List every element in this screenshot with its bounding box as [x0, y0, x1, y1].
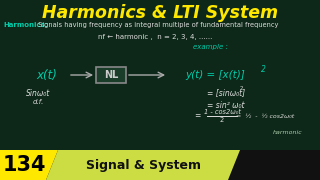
Text: 2: 2 [239, 86, 243, 91]
Text: Signals having frequency as integral multiple of fundamental frequency: Signals having frequency as integral mul… [36, 22, 278, 28]
Text: 134: 134 [2, 155, 46, 175]
Text: NL: NL [104, 70, 118, 80]
Text: x(t): x(t) [36, 69, 57, 82]
Text: nf ← harmonic ,  n = 2, 3, 4, ......: nf ← harmonic , n = 2, 3, 4, ...... [98, 34, 212, 40]
Text: d.f.: d.f. [32, 99, 44, 105]
Text: 2: 2 [260, 64, 265, 73]
Polygon shape [0, 150, 58, 180]
Text: y(t) = [x(t)]: y(t) = [x(t)] [185, 70, 245, 80]
Text: example :: example : [193, 44, 228, 50]
Text: = [sinω₀t]: = [sinω₀t] [207, 89, 245, 98]
Text: = sin² ω₀t: = sin² ω₀t [207, 100, 244, 109]
Text: 2: 2 [220, 117, 224, 123]
Text: Harmonics:: Harmonics: [3, 22, 48, 28]
Text: harmonic: harmonic [273, 130, 303, 136]
Bar [96, 67, 126, 83]
Text: Sinω₀t: Sinω₀t [26, 89, 50, 98]
Text: Signal & System: Signal & System [85, 159, 201, 172]
Polygon shape [46, 150, 240, 180]
Text: =  ½  -  ½ cos2ω₀t: = ½ - ½ cos2ω₀t [236, 114, 294, 118]
Text: 1 - cos2ω₀t: 1 - cos2ω₀t [204, 109, 241, 115]
Text: =: = [194, 111, 200, 120]
Text: Harmonics & LTI System: Harmonics & LTI System [42, 4, 278, 22]
Bar [0, 150, 320, 180]
